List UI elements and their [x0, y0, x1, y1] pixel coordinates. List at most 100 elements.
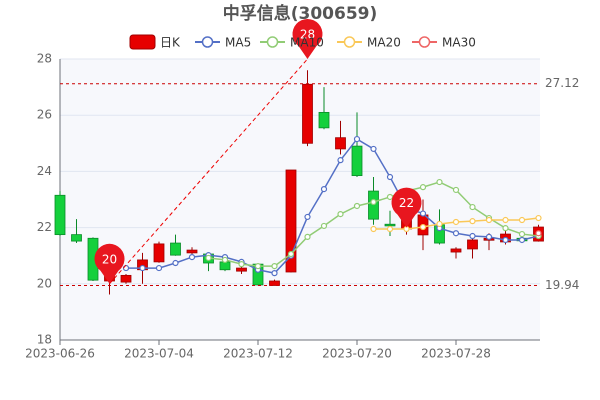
candle-body [153, 243, 165, 263]
ma-point [337, 211, 344, 218]
mark-line-label: 19.94 [545, 278, 579, 292]
ma-point [287, 250, 295, 258]
legend-item: MA10 [260, 36, 324, 50]
candle-body [219, 261, 231, 271]
marker-pin [94, 243, 125, 284]
legend-icon [418, 36, 431, 48]
ma-point [485, 216, 493, 224]
ma-point [469, 203, 476, 211]
ma-point [485, 233, 493, 240]
x-tick-label: 2023-06-26 [25, 347, 95, 361]
legend-label: MA20 [367, 36, 401, 50]
ma-point [304, 233, 311, 240]
ma-point [535, 230, 542, 237]
ma-point [469, 232, 476, 240]
candle-body [318, 111, 330, 129]
y-tick-label: 20 [37, 276, 52, 290]
ma-point [386, 193, 394, 201]
legend-icon [266, 36, 279, 48]
legend-item: 日K [129, 34, 181, 50]
legend-item: MA30 [412, 36, 476, 50]
marker-label: 28 [300, 28, 315, 42]
x-tick-label: 2023-07-20 [322, 347, 392, 361]
ma-point [205, 254, 212, 262]
ma-point [320, 222, 328, 230]
y-tick-label: 18 [37, 333, 52, 347]
ma-point [353, 135, 361, 143]
ma-point [370, 225, 377, 233]
candle-body [54, 194, 66, 236]
candle-body [120, 274, 132, 283]
ma-point [518, 236, 526, 244]
legend-item: MA20 [337, 36, 401, 50]
legend-item: MA5 [195, 36, 251, 50]
legend-icon [129, 34, 156, 50]
candle-body [450, 248, 462, 253]
candle-body [186, 249, 198, 254]
ma-point [452, 218, 460, 226]
ma-point [254, 262, 262, 270]
ma-point [518, 230, 526, 238]
candle-body [236, 267, 247, 272]
candle-body [467, 239, 478, 250]
y-tick-label: 24 [37, 164, 52, 178]
ma-point [469, 218, 476, 225]
ma-point [386, 173, 394, 181]
ma-point [436, 220, 443, 228]
y-tick-label: 28 [37, 52, 52, 66]
ma-point [320, 186, 328, 193]
candle-body [269, 280, 280, 286]
ma-point [452, 230, 460, 237]
candle-body [384, 223, 396, 227]
ma-point [221, 256, 229, 264]
ma-point [452, 186, 460, 194]
ma-point [370, 145, 377, 153]
ma-point [304, 213, 311, 221]
candle-body [351, 145, 363, 177]
x-tick-label: 2023-07-04 [124, 347, 194, 361]
marker-pin [292, 18, 323, 59]
marker-label: 20 [102, 252, 117, 266]
ma-point [271, 262, 278, 270]
ma-point [436, 178, 443, 186]
ma-point [238, 261, 245, 268]
ma-point [502, 216, 509, 224]
legend-label: MA10 [290, 36, 324, 50]
marker-label: 22 [399, 196, 414, 210]
ma-point [139, 264, 146, 272]
ma-point [502, 236, 509, 244]
chart-title: 中孚信息(300659) [223, 3, 378, 24]
candle-body [302, 83, 313, 144]
mark-line-label: 27.12 [545, 76, 579, 90]
ma-point [353, 202, 361, 210]
ma-point [502, 225, 509, 232]
y-tick-label: 22 [37, 220, 52, 234]
legend-label: 日K [160, 36, 181, 50]
ma-point [370, 198, 377, 206]
candle-body [170, 242, 181, 256]
ma-point [535, 214, 542, 222]
candle-body [71, 234, 82, 242]
ma-point [271, 270, 278, 277]
candle-body [335, 137, 346, 150]
ma-point [419, 210, 427, 217]
ma-point [419, 184, 427, 191]
legend-label: MA5 [225, 36, 251, 50]
ma-point [188, 254, 196, 261]
plot-area [60, 59, 540, 340]
marker-connector [109, 58, 308, 285]
ma-point [386, 225, 394, 233]
ma-point [337, 157, 344, 164]
ma-point [518, 216, 526, 224]
legend-label: MA30 [442, 36, 476, 50]
candle-body [285, 169, 297, 273]
y-tick-label: 26 [37, 108, 52, 122]
ma-point [172, 259, 179, 267]
x-tick-label: 2023-07-28 [421, 347, 491, 361]
ma-point [155, 264, 163, 272]
x-tick-label: 2023-07-12 [223, 347, 293, 361]
marker-pin [391, 187, 422, 228]
ma-point [419, 223, 427, 231]
legend-icon [343, 36, 356, 48]
